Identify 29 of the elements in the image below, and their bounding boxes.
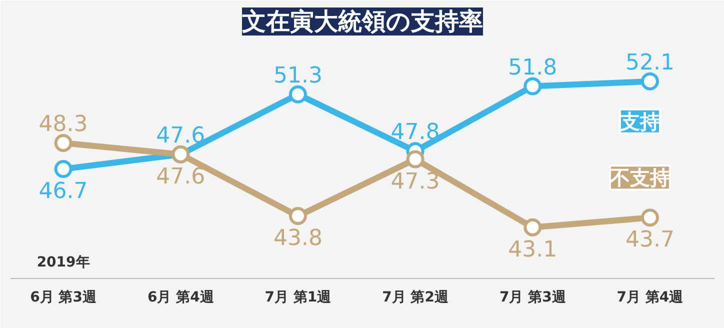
data-label: 47.6 bbox=[156, 123, 206, 148]
point bbox=[524, 77, 542, 96]
x-tick-label: 6月 第4週 bbox=[147, 290, 215, 306]
x-tick-label: 7月 第1週 bbox=[264, 290, 332, 306]
point bbox=[54, 160, 72, 178]
data-label: 43.7 bbox=[625, 228, 674, 253]
point bbox=[288, 85, 307, 104]
data-label: 51.8 bbox=[508, 55, 558, 80]
point bbox=[288, 207, 307, 226]
text: 2019年 bbox=[36, 254, 90, 270]
data-label: 43.1 bbox=[508, 237, 558, 262]
x-tick-label: 6月 第3週 bbox=[30, 290, 98, 306]
data-label: 46.7 bbox=[38, 178, 88, 204]
chart-title: 文在寅大統領の支持率 bbox=[242, 8, 483, 36]
point bbox=[406, 150, 424, 168]
data-label: 47.8 bbox=[390, 120, 440, 146]
x-tick-label: 7月 第2週 bbox=[382, 290, 450, 306]
point bbox=[640, 208, 659, 227]
data-label: 48.3 bbox=[38, 112, 88, 138]
data-label: 47.3 bbox=[390, 169, 440, 194]
point bbox=[54, 134, 72, 152]
point bbox=[524, 218, 542, 236]
x-tick-label: 7月 第3週 bbox=[499, 290, 567, 306]
data-label: 51.3 bbox=[273, 63, 322, 88]
point bbox=[640, 72, 659, 90]
data-label: 47.6 bbox=[156, 164, 206, 190]
data-label: 43.8 bbox=[273, 226, 322, 252]
x-tick-label: 7月 第4週 bbox=[616, 290, 684, 306]
data-label: 52.1 bbox=[625, 50, 674, 76]
